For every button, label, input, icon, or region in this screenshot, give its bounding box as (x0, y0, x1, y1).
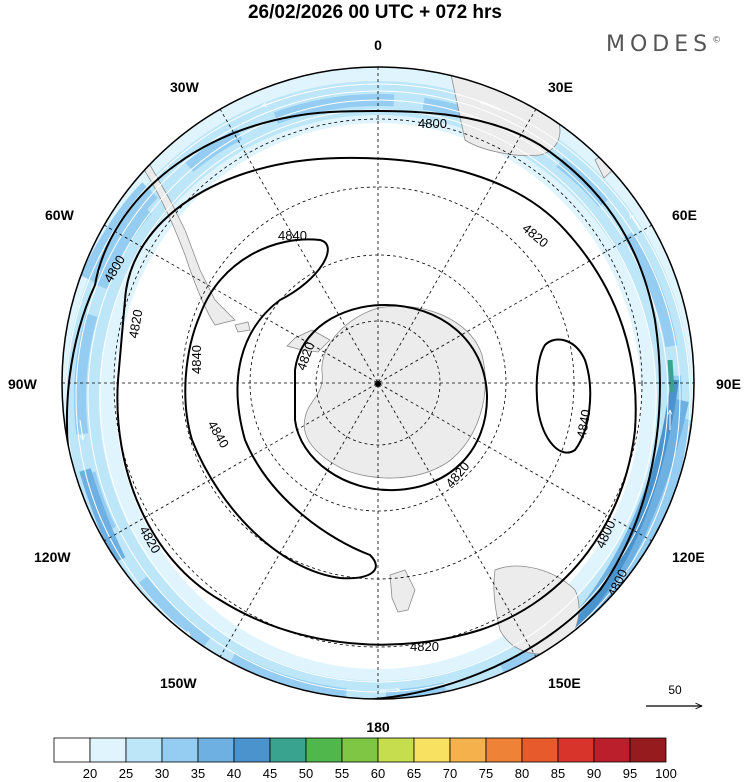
colorbar-tick-label: 90 (587, 766, 601, 781)
lon-label-90e: 90E (716, 376, 741, 392)
new-zealand (389, 569, 416, 613)
colorbar-swatch (269, 737, 307, 763)
colorbar-tick-label: 50 (299, 766, 313, 781)
colorbar-boxes (53, 737, 667, 763)
longitude-labels: 0 180 90W 90E 30W 30E 60W 60E 120W 120E … (8, 37, 741, 735)
brand-name: MODES (606, 32, 713, 57)
lon-label-60e: 60E (672, 207, 697, 223)
falklands (234, 321, 251, 333)
colorbar-tick-label: 80 (515, 766, 529, 781)
colorbar-tick-label: 75 (479, 766, 493, 781)
colorbar-tick-label: 95 (623, 766, 637, 781)
colorbar-tick-label: 40 (227, 766, 241, 781)
contour-4820-outer (116, 156, 637, 646)
contour-label: 4840 (189, 345, 204, 374)
height-contours (65, 110, 661, 699)
lon-label-150e: 150E (548, 675, 581, 691)
colorbar-swatch (125, 737, 163, 763)
colorbar-swatch (485, 737, 523, 763)
colorbar-swatch (161, 737, 199, 763)
lon-label-30e: 30E (548, 79, 573, 95)
contour-label: 4820 (410, 639, 439, 654)
colorbar-tick-label: 25 (119, 766, 133, 781)
lon-label-90w: 90W (8, 376, 38, 392)
contour-label: 4840 (574, 408, 594, 439)
contour-4820-inner (294, 303, 489, 492)
colorbar-swatch (53, 737, 91, 763)
wind-scale-label: 50 (668, 683, 682, 697)
colorbar-swatch (593, 737, 631, 763)
colorbar-tick-label: 85 (551, 766, 565, 781)
colorbar-tick-label: 35 (191, 766, 205, 781)
contour-4840-east (535, 338, 592, 454)
colorbar-swatch (449, 737, 487, 763)
colorbar-tick-label: 20 (83, 766, 97, 781)
contour-label: 4820 (126, 308, 146, 339)
colorbar-swatch (377, 737, 415, 763)
antarctic-peninsula (286, 329, 331, 353)
colorbar-swatch (233, 737, 271, 763)
colorbar-labels: 20 25 30 35 40 45 50 55 60 65 70 75 80 85 90 95 100 (83, 766, 677, 781)
colorbar-tick-label: 45 (263, 766, 277, 781)
wind-scale: 50 (646, 683, 702, 706)
colorbar-swatch (341, 737, 379, 763)
south-pole-marker (375, 381, 381, 387)
lon-label-120e: 120E (672, 549, 705, 565)
lon-label-30w: 30W (170, 79, 200, 95)
contour-label: 4800 (418, 116, 447, 131)
colorbar-swatch (305, 737, 343, 763)
map-border (61, 66, 695, 700)
contour-label: 4840 (278, 228, 307, 243)
colorbar-tick-label: 60 (371, 766, 385, 781)
colorbar-swatch (197, 737, 235, 763)
lon-label-150w: 150W (160, 675, 197, 691)
modes-logo: MODES© (606, 32, 721, 57)
colorbar-tick-label: 55 (335, 766, 349, 781)
colorbar-swatch (521, 737, 559, 763)
colorbar-tick-label: 70 (443, 766, 457, 781)
colorbar-swatch (89, 737, 127, 763)
lon-label-180: 180 (366, 719, 390, 735)
lon-label-0: 0 (374, 37, 382, 53)
south-america (129, 149, 236, 326)
contour-4840-west (184, 238, 377, 580)
colorbar-tick-label: 30 (155, 766, 169, 781)
antarctica (303, 305, 486, 479)
lon-label-120w: 120W (34, 549, 71, 565)
lon-label-60w: 60W (45, 207, 75, 223)
copyright-mark: © (712, 35, 722, 46)
map-title: 26/02/2026 00 UTC + 072 hrs (247, 2, 503, 23)
colorbar-swatch (629, 737, 667, 763)
graticule (62, 67, 694, 699)
colorbar-tick-label: 100 (655, 766, 677, 781)
colorbar-swatch (557, 737, 595, 763)
colorbar-tick-label: 65 (407, 766, 421, 781)
colorbar-swatch (413, 737, 451, 763)
